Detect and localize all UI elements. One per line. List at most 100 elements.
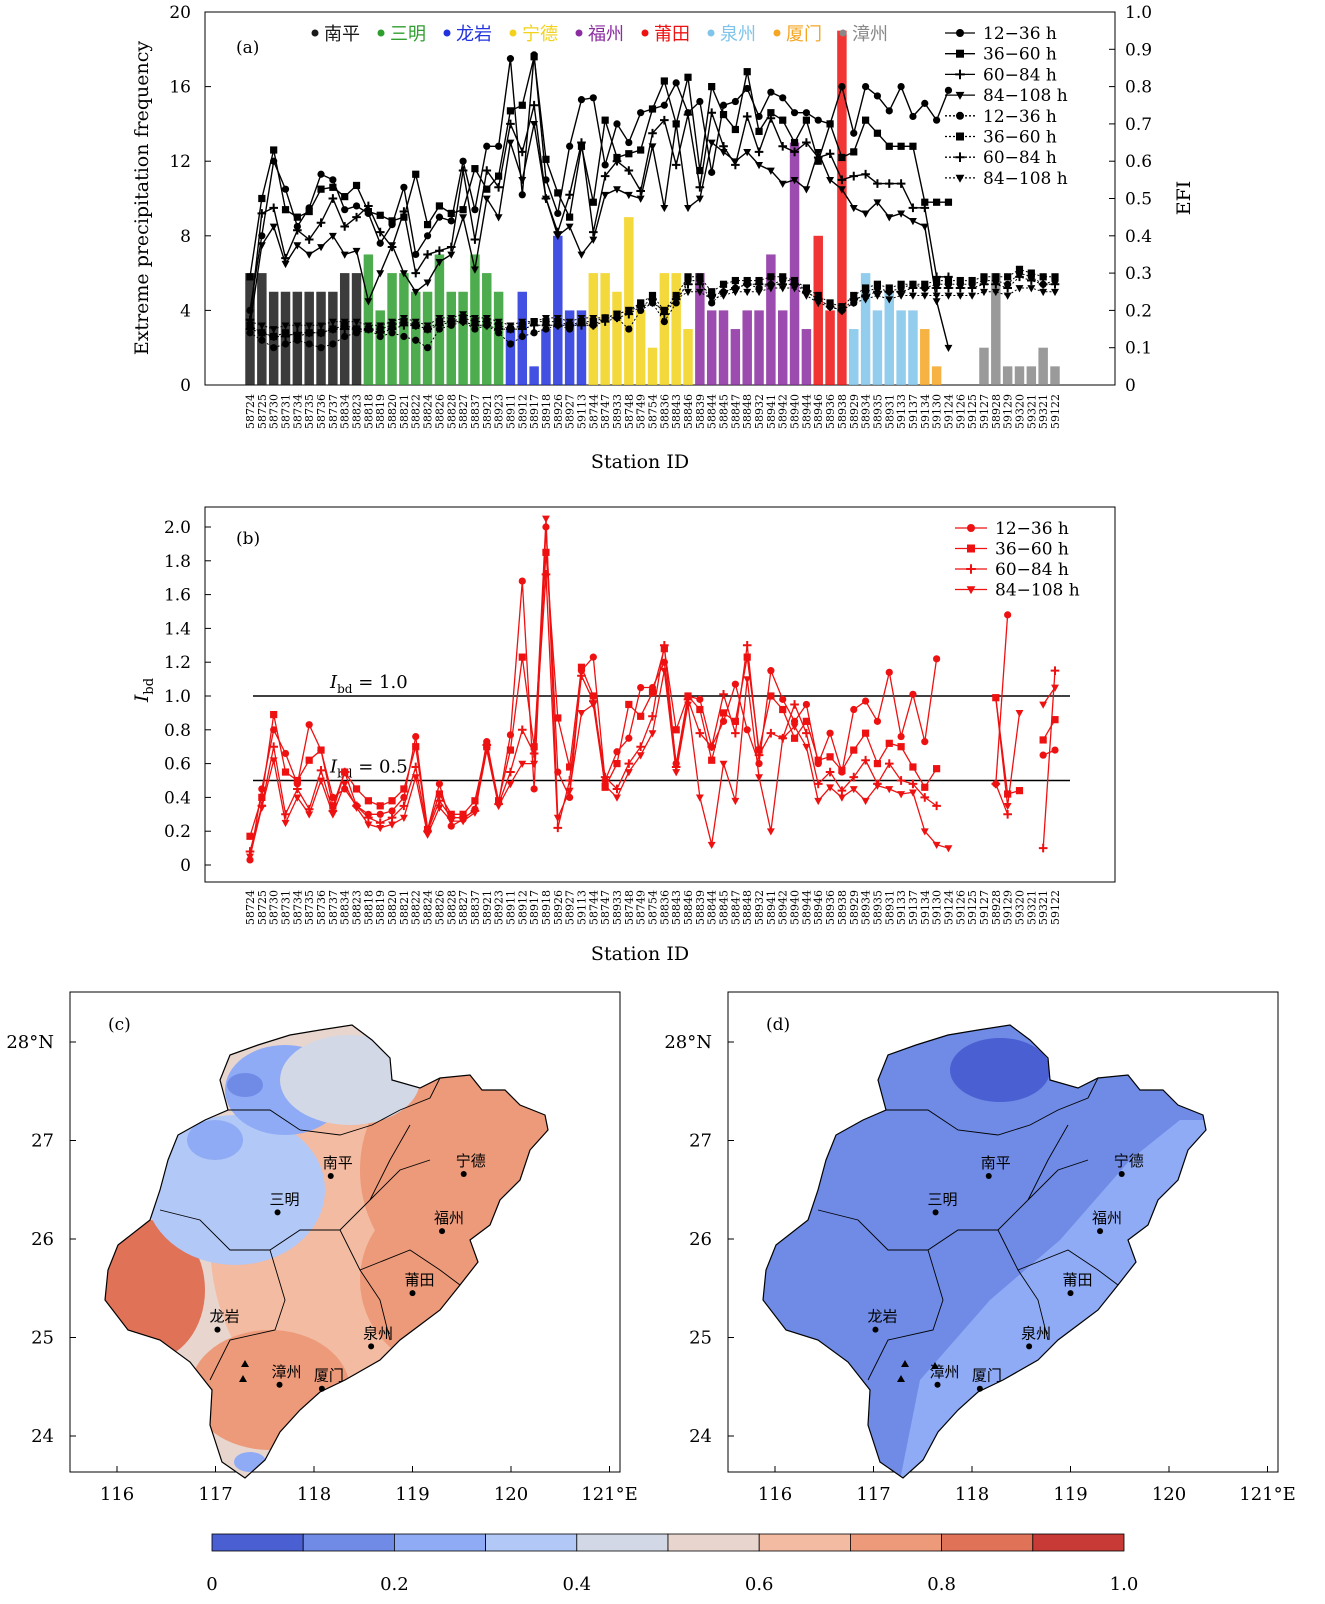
xtick-label-58824: 58824 — [422, 394, 435, 429]
line-point-3-46 — [790, 176, 799, 185]
xtick-label-59113: 59113 — [575, 394, 588, 429]
b-point-3-0-10 — [364, 821, 373, 829]
line-point-3-14 — [411, 288, 420, 297]
b-point-2-0-33 — [636, 742, 645, 752]
b-point-0-0-16 — [435, 780, 444, 788]
xtick-label-58927: 58927 — [564, 890, 577, 925]
b-ytick-label: 0.8 — [164, 721, 191, 741]
b-point-3-0-37 — [684, 701, 692, 709]
b-point-1-0-42 — [743, 653, 751, 661]
colorbar-tick-label-0: 0 — [206, 1574, 217, 1595]
bar-58938 — [837, 30, 847, 386]
b-point-1-0-7 — [329, 802, 337, 810]
lon-tick-label: 119 — [395, 1484, 429, 1505]
city-dot-4 — [409, 1290, 416, 1297]
bar-58926 — [553, 235, 563, 385]
bar-58935 — [872, 310, 883, 385]
line-point-1-23 — [518, 101, 526, 109]
city-label-1: 三明 — [270, 1190, 300, 1208]
bar-58848 — [742, 310, 752, 385]
xtick-label-58941: 58941 — [765, 890, 778, 925]
line-point-1-1 — [258, 194, 266, 203]
xtick-label-59125: 59125 — [966, 394, 979, 429]
line-point-2-27 — [565, 190, 574, 200]
line-point-6-12 — [387, 324, 397, 334]
line-point-1-20 — [483, 185, 491, 193]
bar-59127 — [979, 347, 989, 385]
line-point-7-43 — [755, 288, 764, 297]
b-ytick-label: 1.4 — [164, 619, 191, 639]
line-point-7-9 — [352, 318, 361, 326]
city-label-3: 福州 — [1092, 1209, 1122, 1227]
b-point-0-0-3 — [281, 749, 290, 758]
line-point-7-42 — [743, 288, 752, 297]
line-point-0-47 — [802, 109, 810, 117]
line-point-3-56 — [908, 218, 917, 226]
panel-b-ylabel: Ibd — [131, 678, 157, 703]
line-point-1-14 — [412, 170, 420, 178]
line-point-1-22 — [506, 107, 515, 115]
line-point-3-6 — [317, 244, 325, 252]
panel-b: (b) Ibd Station ID Ibd = 1.0Ibd = 0.5 00… — [131, 506, 1116, 965]
xtick-label-58820: 58820 — [386, 890, 399, 925]
city-dot-8 — [318, 1385, 325, 1392]
city-label-4: 莆田 — [405, 1271, 435, 1289]
xtick-label-58821: 58821 — [398, 394, 411, 429]
b-point-0-0-49 — [826, 729, 834, 737]
xtick-label-58845: 58845 — [718, 394, 731, 429]
bar-58933 — [612, 291, 622, 385]
xtick-label-58929: 58929 — [848, 890, 861, 925]
colorbar-swatch-4 — [576, 1533, 669, 1552]
line-point-3-53 — [873, 199, 882, 207]
b-point-3-0-49 — [826, 784, 835, 792]
line-point-3-2 — [269, 223, 278, 231]
b-point-2-0-46 — [790, 700, 799, 709]
city-dot-0 — [327, 1172, 334, 1179]
b-point-2-1-1 — [1003, 809, 1012, 819]
xtick-label-58821: 58821 — [398, 890, 411, 925]
xtick-label-59321: 59321 — [1025, 394, 1038, 429]
line-point-6-26 — [553, 321, 563, 330]
panel-c-border-4 — [339, 1229, 391, 1341]
xtick-label-58827: 58827 — [457, 394, 470, 429]
colorbar: 0 0.2 0.4 0.6 0.8 1.0 — [206, 1533, 1138, 1595]
xtick-label-59137: 59137 — [907, 890, 920, 925]
colorbar-tick-label-4: 0.8 — [927, 1574, 956, 1595]
xtick-label-58734: 58734 — [291, 890, 304, 925]
b-point-1-0-2 — [270, 710, 278, 719]
line-point-6-29 — [588, 321, 598, 330]
line-point-1-55 — [897, 142, 905, 150]
line-point-0-45 — [779, 94, 787, 102]
panel-d-border-6 — [1027, 1124, 1069, 1201]
xtick-label-58837: 58837 — [469, 394, 482, 429]
line-point-3-3 — [281, 260, 290, 269]
line-point-1-51 — [850, 148, 858, 156]
city-dot-8 — [976, 1385, 983, 1392]
b-point-1-0-11 — [376, 802, 384, 810]
b-point-1-0-22 — [506, 746, 515, 754]
y2tick-label: 1.0 — [1125, 3, 1152, 23]
line-point-2-44 — [766, 113, 776, 123]
line-point-1-6 — [317, 185, 325, 193]
line-point-1-21 — [495, 172, 503, 180]
xtick-label-58938: 58938 — [836, 890, 849, 925]
line-point-7-16 — [435, 314, 444, 323]
line-point-7-26 — [553, 314, 562, 323]
region-legend-label-3: 宁德 — [522, 24, 558, 45]
city-dot-1 — [274, 1209, 281, 1216]
reference-label-sub-0: bd — [337, 682, 353, 696]
panel-b-xlabel: Station ID — [591, 943, 689, 965]
line-point-1-15 — [423, 221, 432, 229]
xtick-label-58754: 58754 — [647, 890, 660, 925]
b-point-0-0-23 — [518, 577, 526, 585]
line-point-6-6 — [316, 328, 326, 338]
line-point-6-43 — [754, 279, 764, 289]
line-point-1-26 — [554, 189, 562, 197]
b-point-3-0-52 — [861, 797, 870, 806]
line-point-0-8 — [341, 206, 349, 214]
line-point-3-45 — [778, 180, 787, 188]
xtick-label-58724: 58724 — [244, 394, 257, 429]
line-point-7-45 — [778, 285, 787, 293]
xtick-label-58932: 58932 — [753, 890, 766, 925]
xtick-label-58846: 58846 — [682, 890, 695, 925]
